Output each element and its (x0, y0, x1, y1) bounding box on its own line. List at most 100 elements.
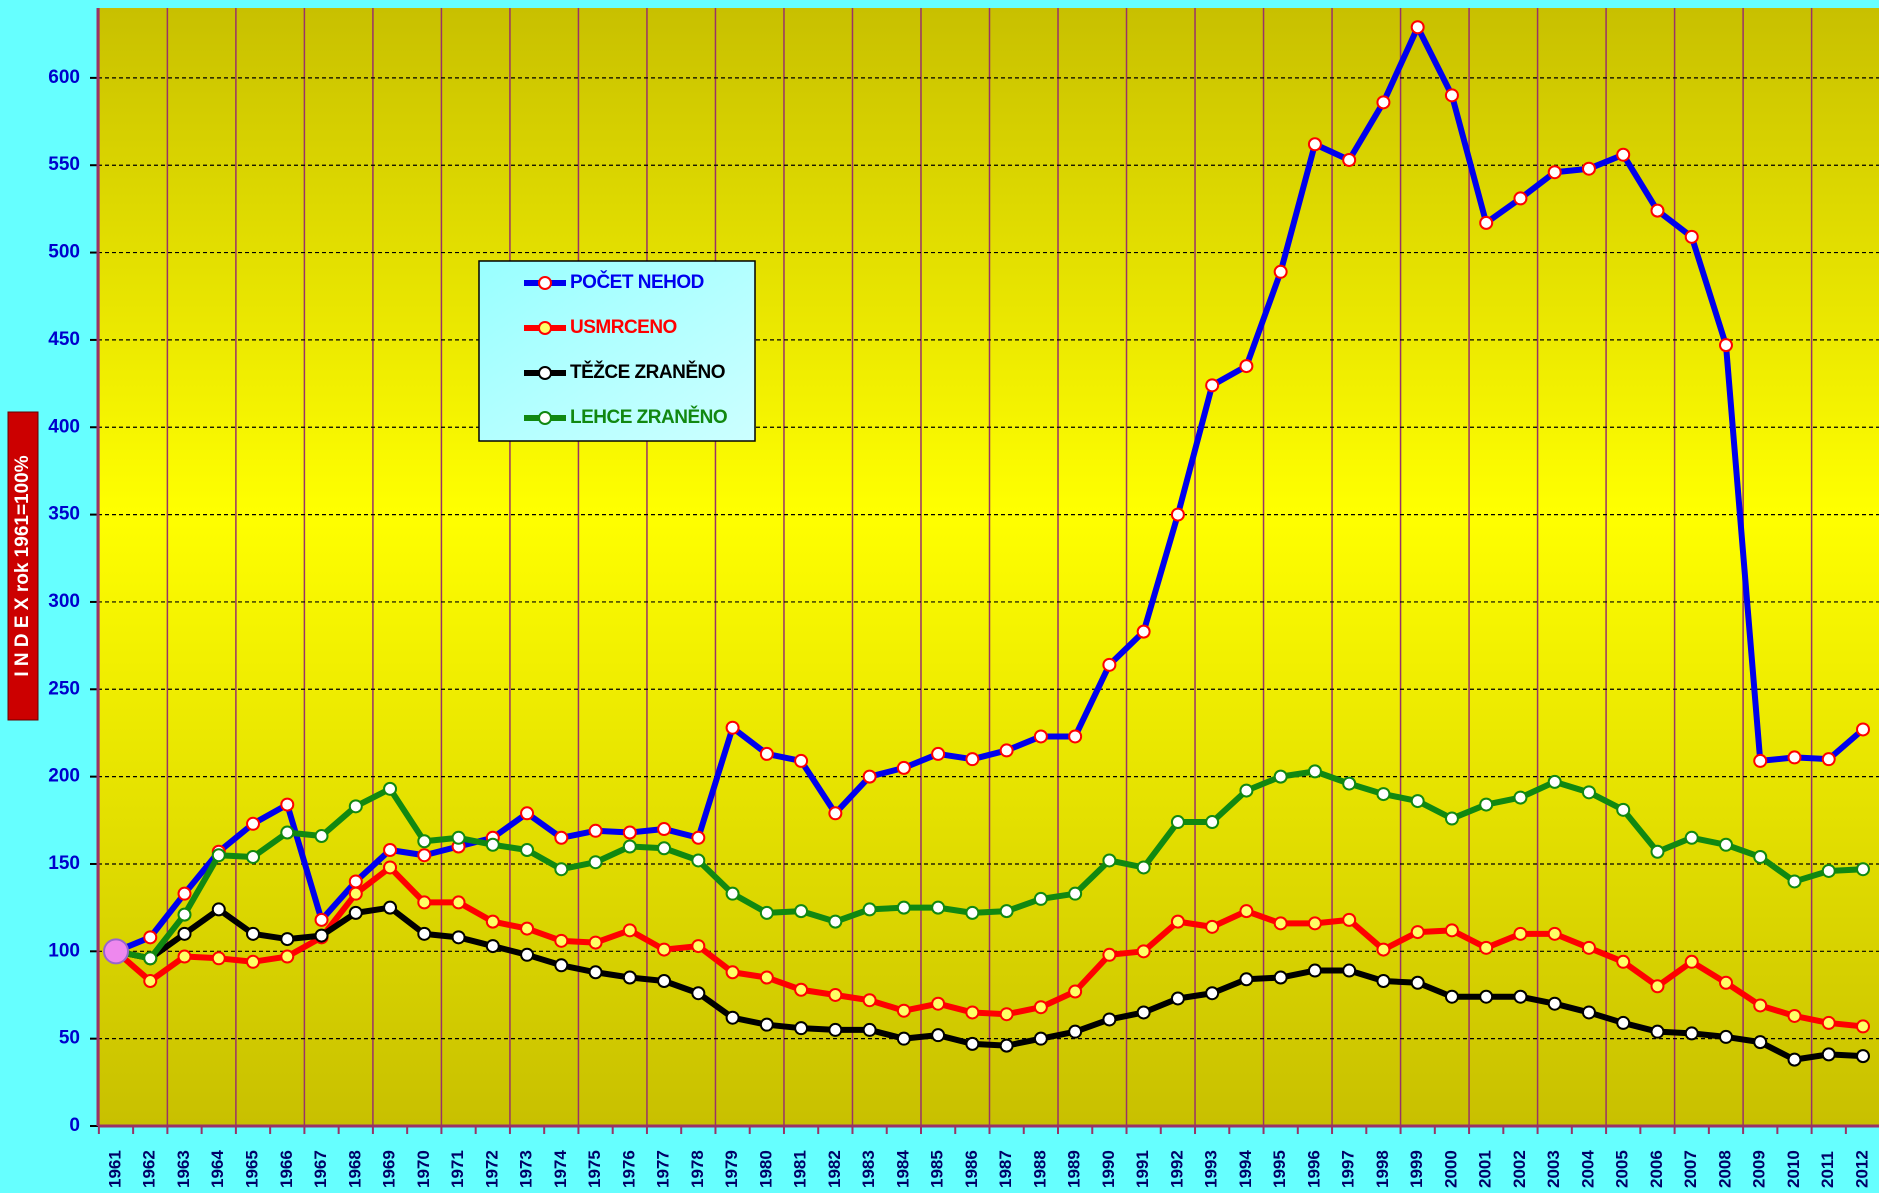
x-tick-label: 2011 (1818, 1151, 1837, 1188)
point (828, 1022, 843, 1037)
plot-area (98, 8, 1879, 1126)
point (725, 720, 740, 735)
point (1068, 1024, 1083, 1039)
legend-label: LEHCE ZRANĚNO (570, 406, 727, 428)
y-tick-label: 400 (48, 416, 80, 437)
point (725, 886, 740, 901)
point (383, 900, 398, 915)
point (691, 830, 706, 845)
point (1479, 215, 1494, 230)
point (1410, 794, 1425, 809)
point (759, 1017, 774, 1032)
point (1376, 942, 1391, 957)
point (794, 753, 809, 768)
point (211, 848, 226, 863)
point (1342, 963, 1357, 978)
point (1136, 944, 1151, 959)
y-tick-label: 450 (48, 329, 80, 350)
point (999, 1038, 1014, 1053)
point (1033, 1031, 1048, 1046)
point (1787, 750, 1802, 765)
x-tick-label: 1980 (756, 1150, 775, 1188)
y-tick-label: 250 (48, 678, 80, 699)
point (725, 965, 740, 980)
point (348, 905, 363, 920)
point (1239, 904, 1254, 919)
point (348, 799, 363, 814)
point (280, 825, 295, 840)
point (691, 939, 706, 954)
x-tick-label: 1986 (962, 1150, 981, 1188)
x-tick-label: 1974 (551, 1150, 570, 1188)
series-line (115, 904, 1864, 1063)
point (314, 912, 329, 927)
point (383, 860, 398, 875)
point (931, 1028, 946, 1043)
x-tick-label: 2007 (1681, 1150, 1700, 1188)
point (1205, 378, 1220, 393)
point (1444, 88, 1459, 103)
point (1376, 95, 1391, 110)
y-tick-label: 300 (48, 591, 80, 612)
point (143, 930, 158, 945)
x-tick-label: 1989 (1065, 1150, 1084, 1188)
point (1444, 989, 1459, 1004)
point (1753, 849, 1768, 864)
point (451, 930, 466, 945)
x-tick-label: 1964 (208, 1150, 227, 1188)
point (520, 947, 535, 962)
point (1342, 912, 1357, 927)
point (1170, 507, 1185, 522)
point (759, 970, 774, 985)
point (1581, 785, 1596, 800)
x-tick-label: 1991 (1133, 1150, 1152, 1188)
point (725, 1010, 740, 1025)
x-tick-label: 1975 (585, 1150, 604, 1188)
point (1410, 975, 1425, 990)
point (1513, 790, 1528, 805)
point (999, 1007, 1014, 1022)
point (1856, 1049, 1870, 1064)
point (177, 907, 192, 922)
x-tick-label: 1968 (345, 1150, 364, 1188)
point (1581, 940, 1596, 955)
point (314, 928, 329, 943)
y-tick-label: 500 (48, 242, 80, 263)
point (554, 862, 569, 877)
point (1307, 137, 1322, 152)
x-tick-label: 1992 (1167, 1150, 1186, 1188)
point (999, 904, 1014, 919)
x-tick-label: 1966 (277, 1150, 296, 1188)
y-tick-label: 350 (48, 504, 80, 525)
point (862, 993, 877, 1008)
point (554, 830, 569, 845)
x-tick-label: 1982 (825, 1150, 844, 1188)
point (1479, 797, 1494, 812)
x-tick-label: 1961 (105, 1150, 124, 1188)
point (211, 902, 226, 917)
point (246, 926, 261, 941)
point (1307, 963, 1322, 978)
y-tick-label: 200 (48, 766, 80, 787)
point (759, 905, 774, 920)
point (280, 932, 295, 947)
point (622, 825, 637, 840)
point (1239, 972, 1254, 987)
point (554, 958, 569, 973)
point (1444, 811, 1459, 826)
point (1068, 886, 1083, 901)
x-tick-label: 1963 (174, 1150, 193, 1188)
y-tick-label: 100 (48, 940, 80, 961)
point (177, 926, 192, 941)
point (1170, 815, 1185, 830)
x-tick-label: 1997 (1339, 1150, 1358, 1188)
x-tick-label: 1962 (140, 1150, 159, 1188)
point (862, 902, 877, 917)
x-tick-label: 1999 (1407, 1150, 1426, 1188)
point (1273, 264, 1288, 279)
x-tick-label: 2001 (1476, 1150, 1495, 1188)
point (1102, 1012, 1117, 1027)
point (1102, 947, 1117, 962)
point (1856, 722, 1870, 737)
point (1410, 925, 1425, 940)
